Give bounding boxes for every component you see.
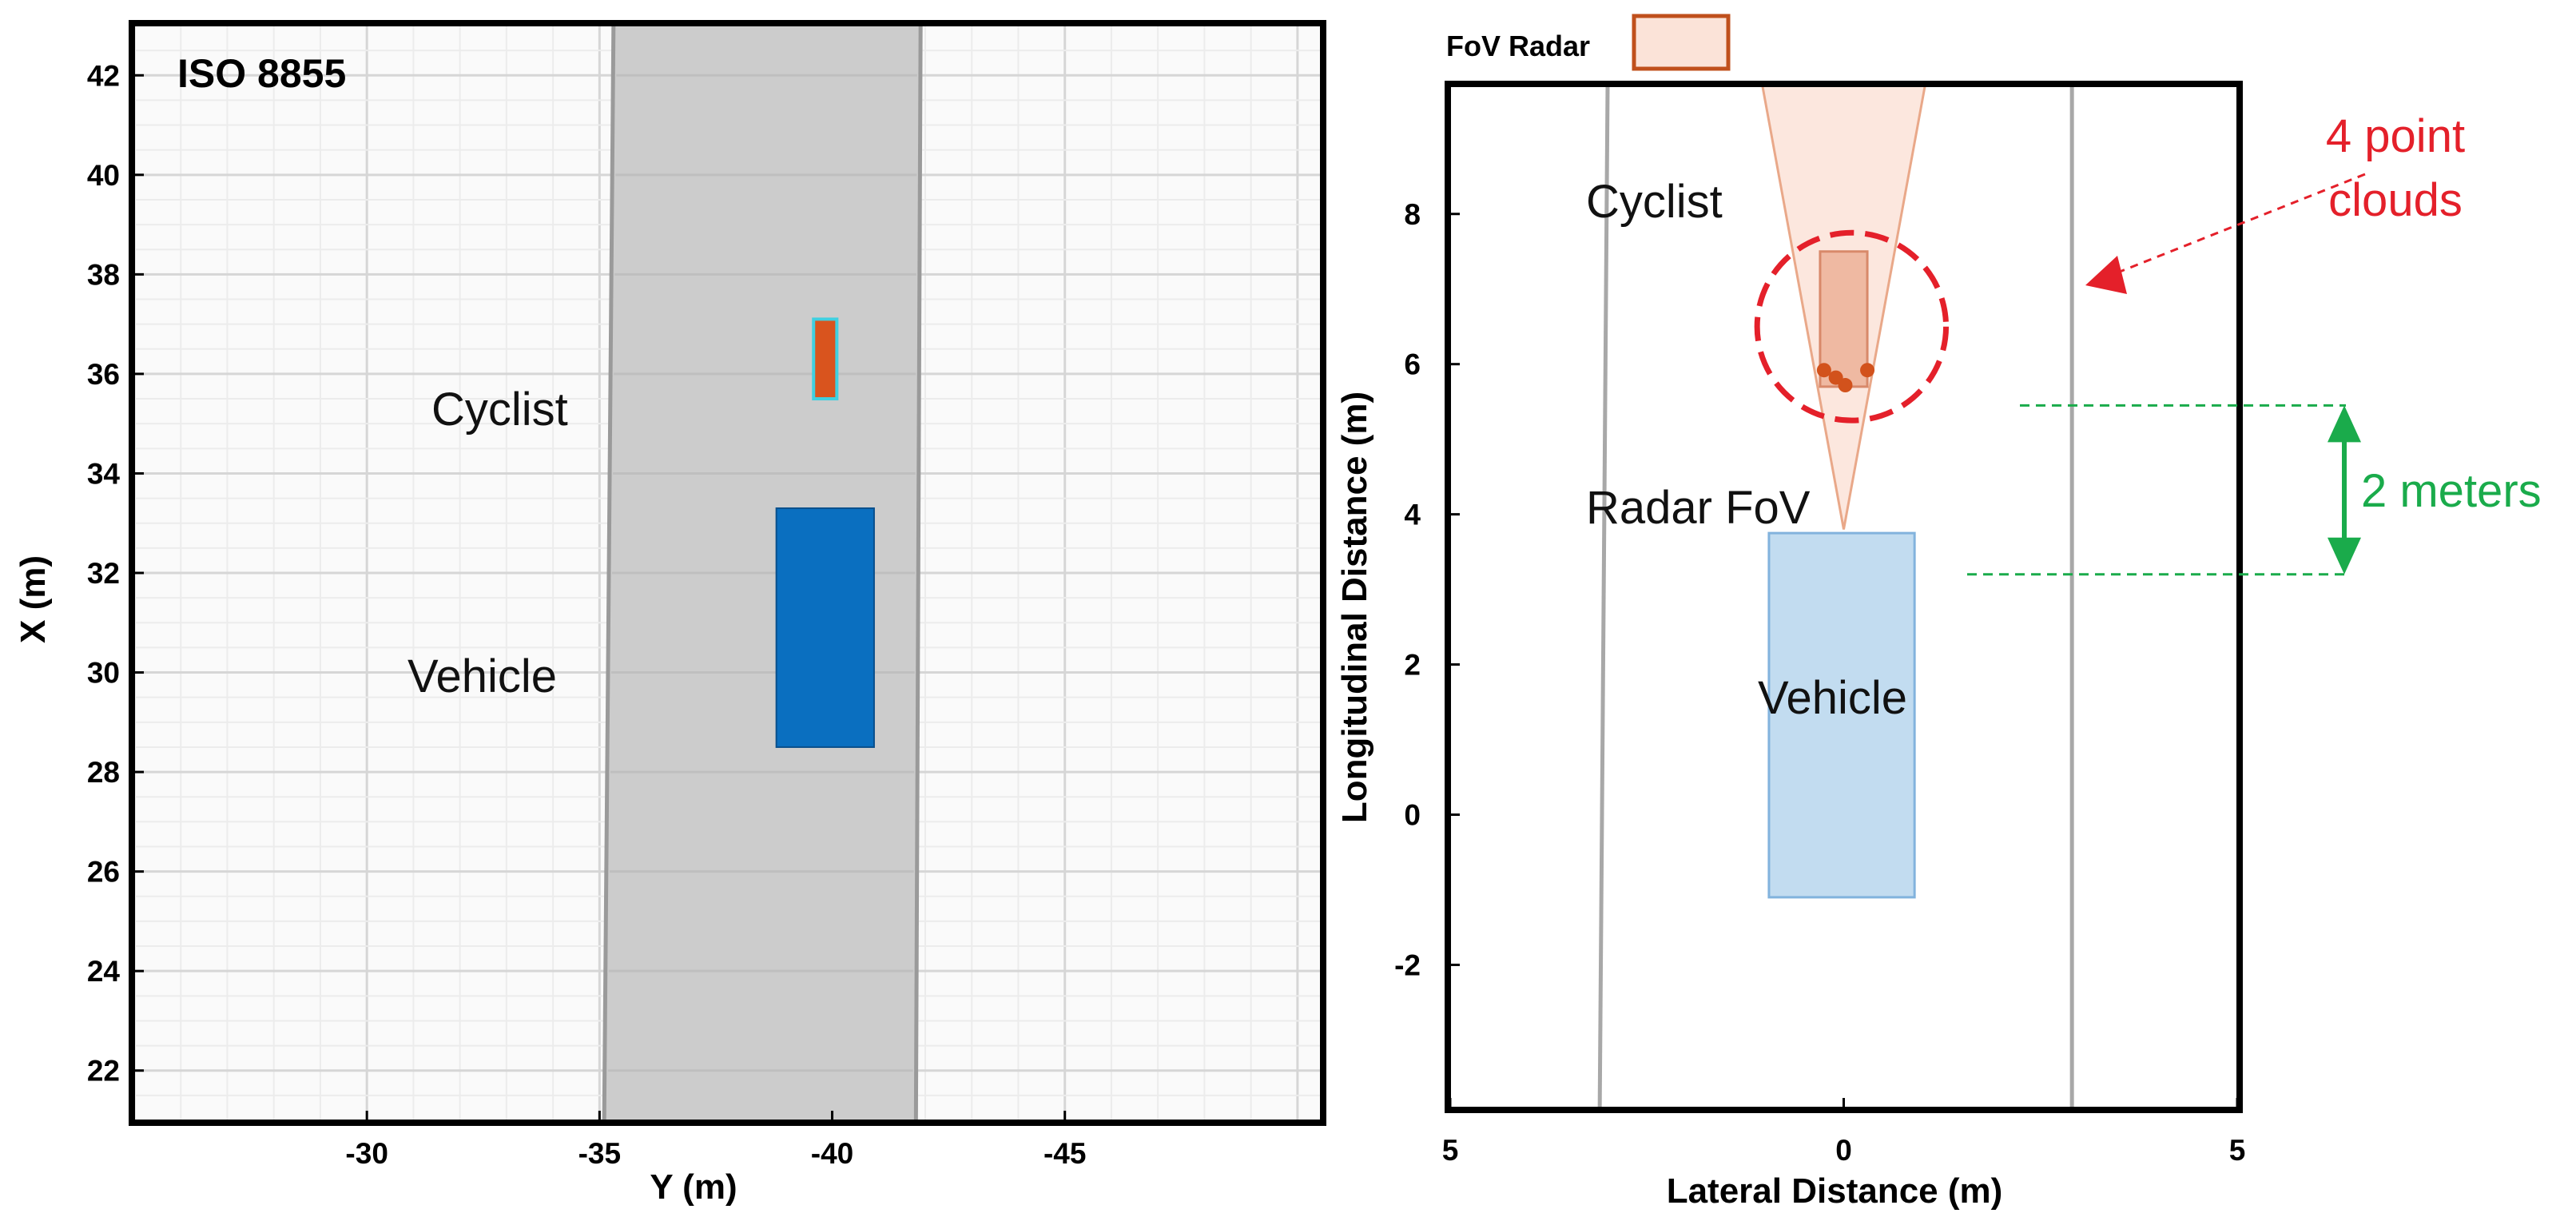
left-y-ticks: 22 24 26 28 30 32 34 36 38 40 42	[87, 59, 144, 1088]
right-chart: Cyclist Radar FoV Vehicle 5 0 5 -2 0 2 4 6 8 La…	[1335, 14, 2542, 1211]
left-x-ticks: -30 -35 -40 -45	[345, 1111, 1086, 1170]
radar-point-cloud	[1816, 363, 1875, 393]
point-cloud-highlight-circle	[1754, 229, 1950, 424]
right-y-tick-label: 6	[1404, 348, 1421, 381]
radar-point	[1816, 363, 1831, 378]
right-y-tick-label: 0	[1404, 799, 1421, 832]
left-y-tick-label: 32	[87, 557, 120, 590]
right-x-axis-label: Lateral Distance (m)	[1667, 1171, 2003, 1211]
left-y-tick-label: 22	[87, 1055, 120, 1088]
right-x-tick-label: 5	[2229, 1134, 2246, 1167]
right-y-ticks: -2 0 2 4 6 8	[1394, 198, 1460, 981]
left-y-tick-label: 34	[87, 457, 121, 490]
point-cloud-arrow	[2115, 173, 2366, 275]
left-y-axis-label: X (m)	[14, 555, 53, 643]
distance-arrowhead-bottom	[2328, 537, 2361, 575]
distance-arrowhead-top	[2328, 405, 2361, 443]
right-y-tick-label: 2	[1404, 649, 1421, 682]
left-x-tick-label: -40	[811, 1137, 853, 1170]
radar-point	[1860, 363, 1875, 378]
left-y-tick-label: 30	[87, 657, 120, 690]
radar-point	[1838, 378, 1853, 393]
right-y-axis-label: Longitudinal Distance (m)	[1335, 392, 1374, 823]
right-vehicle-box	[1767, 531, 1916, 899]
left-y-tick-label: 38	[87, 258, 120, 291]
left-cyclist-box	[812, 317, 839, 401]
left-chart-title: ISO 8855	[177, 51, 346, 96]
left-y-tick-label: 36	[87, 358, 120, 391]
right-lane-line-left	[1597, 86, 1610, 1108]
left-x-tick-label: -45	[1044, 1137, 1086, 1170]
right-plot-frame	[1445, 81, 2243, 1113]
left-y-tick-label: 28	[87, 756, 120, 789]
point-cloud-label-line2: clouds	[2328, 174, 2463, 226]
right-x-tick-label: 0	[1835, 1134, 1852, 1167]
left-road-edge-left	[602, 25, 616, 1121]
left-y-tick-label: 26	[87, 856, 120, 889]
right-x-ticks: 5 0 5	[1442, 1098, 2246, 1167]
point-cloud-label-line1: 4 point	[2326, 110, 2465, 162]
legend-label: FoV Radar	[1446, 30, 1590, 62]
right-vehicle-label: Vehicle	[1758, 672, 1907, 724]
point-cloud-arrowhead	[2085, 256, 2127, 294]
right-y-tick-label: 4	[1404, 499, 1421, 531]
left-cyclist-label: Cyclist	[431, 384, 568, 436]
left-x-tick-label: -30	[345, 1137, 388, 1170]
right-cyclist-label: Cyclist	[1586, 176, 1723, 228]
right-y-tick-label: 8	[1404, 198, 1421, 231]
right-y-tick-label: -2	[1394, 949, 1421, 981]
left-y-tick-label: 40	[87, 159, 120, 192]
left-plot-frame	[129, 20, 1326, 1126]
left-chart: ISO 8855 Cyclist Vehicle -30 -35 -40 -45 22…	[14, 20, 1326, 1207]
left-road-stripes	[607, 74, 917, 1072]
right-x-tick-label: 5	[1442, 1134, 1459, 1167]
legend-swatch	[1632, 14, 1731, 71]
left-y-tick-label: 42	[87, 59, 120, 92]
left-x-tick-label: -35	[578, 1137, 621, 1170]
right-plot-content	[1597, 86, 2074, 1108]
left-road-edge-right	[913, 25, 923, 1121]
left-vehicle-box	[775, 507, 875, 748]
distance-label: 2 meters	[2361, 465, 2542, 517]
left-x-axis-label: Y (m)	[650, 1167, 737, 1207]
radar-fov-label: Radar FoV	[1586, 482, 1811, 534]
left-vehicle-label: Vehicle	[407, 650, 557, 702]
left-y-tick-label: 24	[87, 955, 121, 988]
